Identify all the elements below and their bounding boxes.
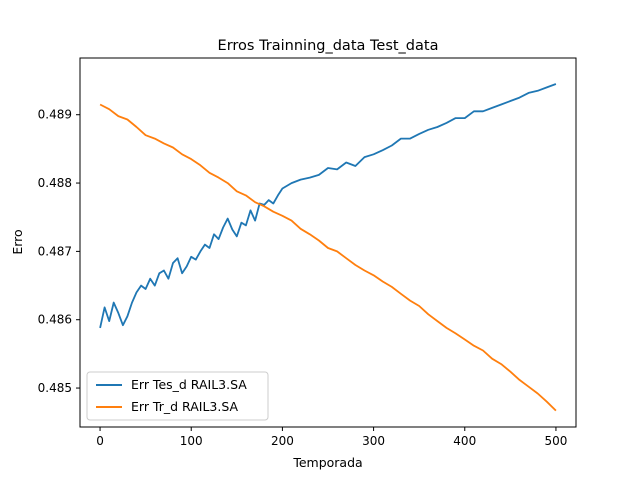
x-tick-label: 200 bbox=[271, 434, 294, 448]
y-tick-label: 0.488 bbox=[38, 176, 72, 190]
series-line-1 bbox=[99, 103, 557, 412]
x-tick-label: 300 bbox=[362, 434, 385, 448]
y-tick-label: 0.487 bbox=[38, 244, 72, 258]
y-tick-label: 0.486 bbox=[38, 313, 72, 327]
series-layer bbox=[99, 83, 557, 412]
x-axis: 0 100 200 300 400 500 bbox=[96, 427, 567, 448]
plot-frame bbox=[79, 57, 577, 428]
legend-label-series-0: Err Tes_d RAIL3.SA bbox=[131, 377, 247, 392]
legend-box bbox=[86, 371, 269, 421]
x-tick-label: 100 bbox=[180, 434, 203, 448]
x-tick-label: 0 bbox=[96, 434, 104, 448]
x-tick-label: 500 bbox=[544, 434, 567, 448]
y-tick-label: 0.485 bbox=[38, 381, 72, 395]
plot-background bbox=[80, 58, 576, 427]
y-axis-label: Erro bbox=[10, 229, 25, 254]
y-axis: 0.485 0.486 0.487 0.488 0.489 bbox=[38, 108, 80, 395]
chart-title: Erros Trainning_data Test_data bbox=[218, 38, 439, 54]
legend-label-series-1: Err Tr_d RAIL3.SA bbox=[131, 399, 238, 414]
legend: Err Tes_d RAIL3.SA Err Tr_d RAIL3.SA bbox=[86, 371, 269, 421]
x-tick-label: 400 bbox=[453, 434, 476, 448]
x-axis-label: Temporada bbox=[292, 455, 362, 470]
y-tick-label: 0.489 bbox=[38, 108, 72, 122]
